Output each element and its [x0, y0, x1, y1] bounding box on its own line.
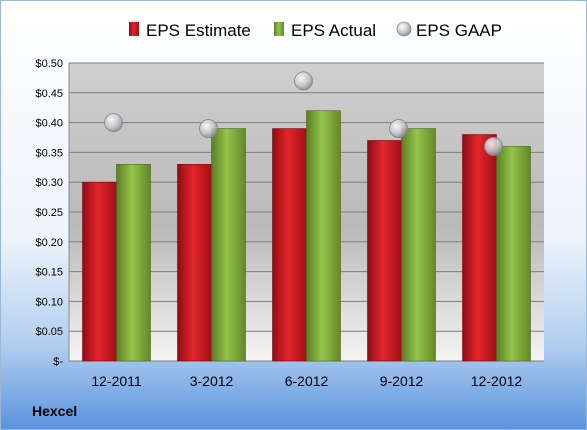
y-tick-label: $0.05 [35, 326, 63, 338]
legend-label-actual: EPS Actual [291, 21, 376, 40]
bar-eps-estimate [462, 134, 497, 362]
bars [82, 110, 531, 362]
y-axis-ticks: $- $0.05 $0.10 $0.15 $0.20 $0.25 $0.30 $0.35 $0.… [35, 58, 63, 368]
gaap-markers [104, 71, 503, 156]
legend-swatch-actual [274, 22, 284, 36]
x-category-label: 9-2012 [380, 373, 424, 389]
legend-swatch-gaap [396, 21, 412, 37]
y-tick-label: $0.45 [35, 88, 63, 100]
legend-label-gaap: EPS GAAP [416, 21, 502, 40]
y-tick-label: $0.20 [35, 237, 63, 249]
y-tick-label: $0.15 [35, 267, 63, 279]
y-tick-label: $0.30 [35, 177, 63, 189]
y-tick-label: $0.25 [35, 207, 63, 219]
marker-eps-gaap [484, 137, 503, 156]
x-category-label: 6-2012 [285, 373, 329, 389]
chart-legend: EPS Estimate EPS Actual EPS GAAP [129, 21, 502, 40]
bar-eps-actual [401, 128, 436, 362]
marker-eps-gaap [199, 119, 218, 138]
legend-label-estimate: EPS Estimate [146, 21, 251, 40]
y-tick-label: $- [53, 356, 63, 368]
y-tick-label: $0.50 [35, 58, 63, 70]
company-name: Hexcel [32, 403, 78, 419]
bar-eps-actual [496, 146, 531, 362]
bar-eps-estimate [82, 181, 117, 362]
x-category-label: 12-2011 [91, 373, 142, 389]
marker-eps-gaap [104, 113, 123, 132]
bar-eps-estimate [177, 164, 212, 362]
x-axis-labels: 12-2011 3-2012 6-2012 9-2012 12-2012 [91, 373, 522, 389]
x-category-label: 12-2012 [471, 373, 523, 389]
marker-eps-gaap [294, 71, 313, 91]
marker-eps-gaap [389, 119, 408, 138]
y-tick-label: $0.40 [35, 118, 63, 130]
x-category-label: 3-2012 [190, 373, 234, 389]
bar-eps-actual [306, 110, 341, 362]
bar-eps-actual [116, 164, 151, 362]
y-tick-label: $0.35 [35, 147, 63, 159]
bar-eps-actual [211, 128, 246, 362]
bar-eps-estimate [367, 140, 402, 362]
legend-swatch-estimate [129, 22, 139, 36]
bar-eps-estimate [272, 128, 307, 362]
y-tick-label: $0.10 [35, 296, 63, 308]
